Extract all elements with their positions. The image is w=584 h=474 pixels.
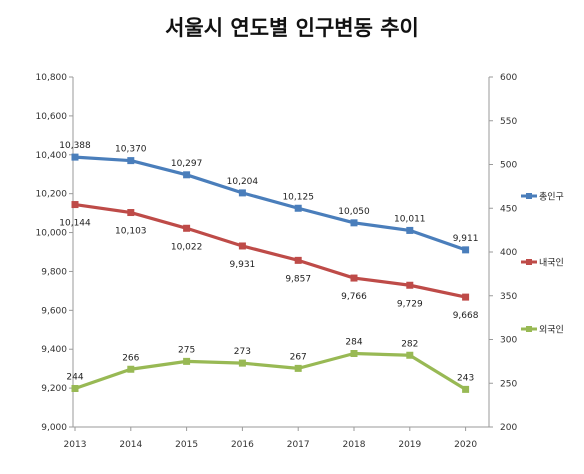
y-right-tick-label: 350	[500, 292, 517, 302]
legend-swatch-marker	[526, 326, 532, 332]
legend-label: 총인구	[539, 192, 564, 203]
series-line-3	[74, 351, 467, 391]
x-tick-label: 2020	[454, 440, 477, 450]
data-point	[71, 153, 79, 161]
data-point	[406, 351, 414, 359]
data-label: 244	[66, 373, 83, 383]
data-label: 10,204	[227, 177, 259, 187]
y-right-tick-label: 500	[500, 161, 517, 171]
data-label: 275	[178, 345, 195, 355]
data-label: 10,144	[59, 219, 91, 229]
data-label: 9,931	[230, 260, 256, 270]
data-label: 267	[290, 352, 307, 362]
data-point	[462, 246, 470, 254]
data-label: 10,103	[115, 227, 147, 237]
chart-title: 서울시 연도별 인구변동 추이	[165, 16, 419, 40]
data-point	[294, 364, 302, 372]
data-point	[350, 219, 358, 227]
data-point	[183, 171, 191, 179]
data-point	[350, 274, 358, 282]
data-label: 10,050	[338, 207, 370, 217]
series-line-1	[74, 155, 467, 252]
data-label: 9,766	[341, 292, 367, 302]
y-right-tick-label: 600	[500, 73, 517, 83]
data-point	[127, 157, 135, 165]
data-label: 9,857	[285, 274, 311, 284]
y-right-tick-label: 550	[500, 117, 517, 127]
data-point	[238, 359, 246, 367]
data-point	[294, 204, 302, 212]
y-left-tick-label: 9,000	[41, 423, 67, 433]
y-left-tick-label: 9,600	[41, 306, 67, 316]
data-point	[71, 385, 79, 392]
y-right-tick-label: 250	[500, 379, 517, 389]
data-label: 266	[122, 353, 139, 363]
data-point	[238, 189, 246, 197]
y-right-tick-label: 400	[500, 248, 517, 258]
data-point	[71, 201, 79, 209]
legend-swatch-marker	[526, 193, 532, 199]
data-label: 282	[401, 339, 418, 349]
y-right-tick-label: 200	[500, 423, 517, 433]
y-left-tick-label: 10,800	[36, 73, 68, 83]
y-right-tick-label: 450	[500, 204, 517, 214]
y-left-tick-label: 9,400	[41, 345, 67, 355]
legend-label: 외국인	[539, 324, 564, 336]
data-label: 10,125	[282, 192, 314, 202]
data-label: 284	[345, 338, 362, 348]
y-left-tick-label: 10,000	[36, 229, 68, 239]
data-point	[127, 365, 135, 373]
data-label: 10,022	[171, 242, 203, 252]
data-point	[406, 226, 414, 234]
data-label: 273	[234, 347, 251, 357]
x-tick-label: 2013	[64, 440, 87, 450]
data-point	[350, 350, 358, 357]
data-label: 10,011	[394, 214, 426, 224]
data-point	[183, 224, 191, 232]
data-label: 9,729	[397, 299, 423, 309]
x-tick-label: 2017	[287, 440, 310, 450]
series-line-2	[74, 202, 466, 299]
data-label: 9,668	[453, 311, 479, 321]
x-tick-label: 2019	[398, 440, 421, 450]
data-label: 243	[457, 373, 474, 383]
data-point	[462, 293, 470, 301]
data-point	[127, 209, 135, 217]
x-tick-label: 2016	[231, 440, 254, 450]
y-left-tick-label: 10,600	[36, 112, 68, 122]
y-left-tick-label: 10,400	[36, 151, 68, 161]
data-point	[183, 357, 191, 365]
legend-swatch-marker	[526, 259, 532, 265]
legend-label: 내국인	[539, 258, 564, 269]
x-tick-label: 2014	[119, 440, 142, 450]
data-label: 10,370	[115, 145, 147, 155]
data-label: 10,297	[171, 159, 203, 169]
x-tick-label: 2018	[343, 440, 366, 450]
data-point	[294, 256, 302, 264]
data-point	[462, 385, 470, 393]
y-left-tick-label: 9,200	[41, 384, 67, 394]
x-tick-label: 2015	[175, 440, 198, 450]
y-right-tick-label: 300	[500, 336, 517, 346]
data-label: 9,911	[453, 234, 479, 244]
y-left-tick-label: 10,200	[36, 190, 68, 200]
data-label: 10,388	[59, 141, 91, 151]
y-left-tick-label: 9,800	[41, 267, 67, 277]
data-point	[238, 242, 246, 250]
data-point	[406, 281, 414, 289]
